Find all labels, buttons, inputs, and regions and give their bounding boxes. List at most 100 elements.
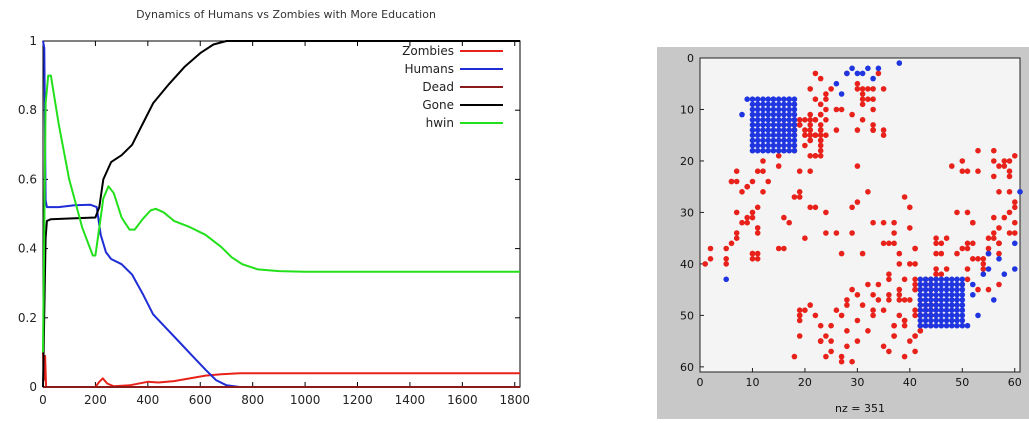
nonzero-marker-blue [954,292,960,298]
nonzero-marker-red [891,240,897,247]
x-tick-label: 400 [136,393,159,407]
nonzero-marker-blue [781,96,787,102]
nonzero-marker-red [865,189,871,195]
nonzero-marker-red [970,240,976,247]
nonzero-marker-red [964,245,971,252]
nonzero-marker-blue [954,307,960,314]
nonzero-marker-red [817,147,824,154]
nonzero-marker-red [870,312,876,319]
nonzero-marker-blue [786,127,792,133]
nonzero-marker-red [802,307,808,314]
nonzero-marker-red [775,163,782,169]
nonzero-marker-blue [770,127,777,133]
nonzero-marker-red [933,266,939,272]
nonzero-marker-blue [760,147,766,154]
nonzero-marker-blue [791,106,798,113]
nonzero-marker-blue [917,281,924,288]
nonzero-marker-red [891,230,897,236]
nonzero-marker-blue [775,137,782,144]
nonzero-marker-red [985,286,992,293]
nonzero-marker-blue [928,286,934,293]
nonzero-marker-red [754,204,761,211]
nonzero-marker-red [849,111,855,118]
nonzero-marker-red [812,132,819,138]
nonzero-marker-red [886,271,892,277]
nonzero-marker-blue [954,297,960,303]
nonzero-marker-blue [933,281,939,288]
nonzero-marker-red [833,307,840,314]
nonzero-marker-red [912,307,918,314]
nonzero-marker-red [1012,199,1018,205]
nonzero-marker-red [823,106,829,113]
nonzero-marker-red [838,312,845,319]
nonzero-marker-red [723,245,729,252]
nonzero-marker-red [865,86,871,92]
nonzero-marker-blue [949,302,955,308]
nonzero-marker-red [723,256,729,262]
nonzero-marker-blue [749,142,756,149]
nonzero-marker-red [954,209,960,216]
nonzero-marker-red [749,250,756,257]
x-tick-label: 0 [39,393,47,407]
nonzero-marker-red [849,286,855,293]
nonzero-marker-red [901,297,908,303]
nonzero-marker-red [817,153,824,159]
y-tick-label: 60 [680,361,694,374]
nonzero-marker-red [812,312,819,319]
nonzero-marker-red [870,127,876,133]
nonzero-marker-red [870,122,876,128]
nonzero-marker-red [933,235,939,241]
nonzero-marker-blue [959,281,966,288]
nonzero-marker-red [985,235,992,241]
nonzero-marker-blue [775,96,782,102]
nonzero-marker-red [880,219,887,226]
nonzero-marker-red [796,307,803,314]
nonzero-marker-blue [781,137,787,144]
nonzero-marker-blue [959,317,966,324]
y-tick-label: 10 [680,103,694,116]
nonzero-marker-red [754,250,761,257]
nonzero-marker-red [996,189,1002,195]
nonzero-marker-blue [928,317,934,324]
nonzero-marker-red [1001,158,1008,164]
nonzero-marker-red [901,322,908,329]
nonzero-marker-blue [938,322,945,329]
nonzero-marker-blue [943,322,950,329]
nonzero-marker-red [749,214,756,221]
nonzero-marker-red [896,312,903,319]
nonzero-marker-blue [791,101,798,108]
nonzero-marker-blue [943,317,950,324]
nonzero-marker-blue [917,322,924,329]
nonzero-marker-red [854,127,861,133]
nonzero-marker-blue [949,312,955,319]
nonzero-marker-red [991,147,997,154]
x-tick-label: 0 [697,376,704,389]
nonzero-marker-blue [938,312,945,319]
nonzero-marker-blue [949,307,955,314]
nonzero-marker-red [807,117,813,123]
nonzero-marker-blue [938,281,945,288]
x-tick-label: 60 [1008,376,1022,389]
nonzero-marker-blue [938,302,945,308]
nonzero-marker-blue [786,96,792,102]
nonzero-marker-red [859,250,866,257]
nonzero-marker-red [802,132,808,138]
nonzero-marker-red [1001,163,1008,169]
nonzero-marker-red [823,117,829,123]
nonzero-marker-red [1006,189,1013,195]
nonzero-marker-red [754,256,761,262]
nonzero-marker-blue [943,297,950,303]
nonzero-marker-red [980,266,987,272]
nonzero-marker-blue [786,132,792,138]
y-tick-label: 0 [687,52,694,65]
y-tick-label: 40 [680,258,694,271]
nonzero-marker-blue [875,65,882,72]
nonzero-marker-red [1006,158,1013,164]
nonzero-marker-red [859,86,866,92]
nonzero-marker-blue [786,147,792,154]
nonzero-marker-red [817,137,824,144]
nonzero-marker-red [880,127,887,133]
y-tick-label: 50 [680,309,694,322]
nonzero-marker-blue [959,302,966,308]
nonzero-marker-red [1006,173,1013,180]
